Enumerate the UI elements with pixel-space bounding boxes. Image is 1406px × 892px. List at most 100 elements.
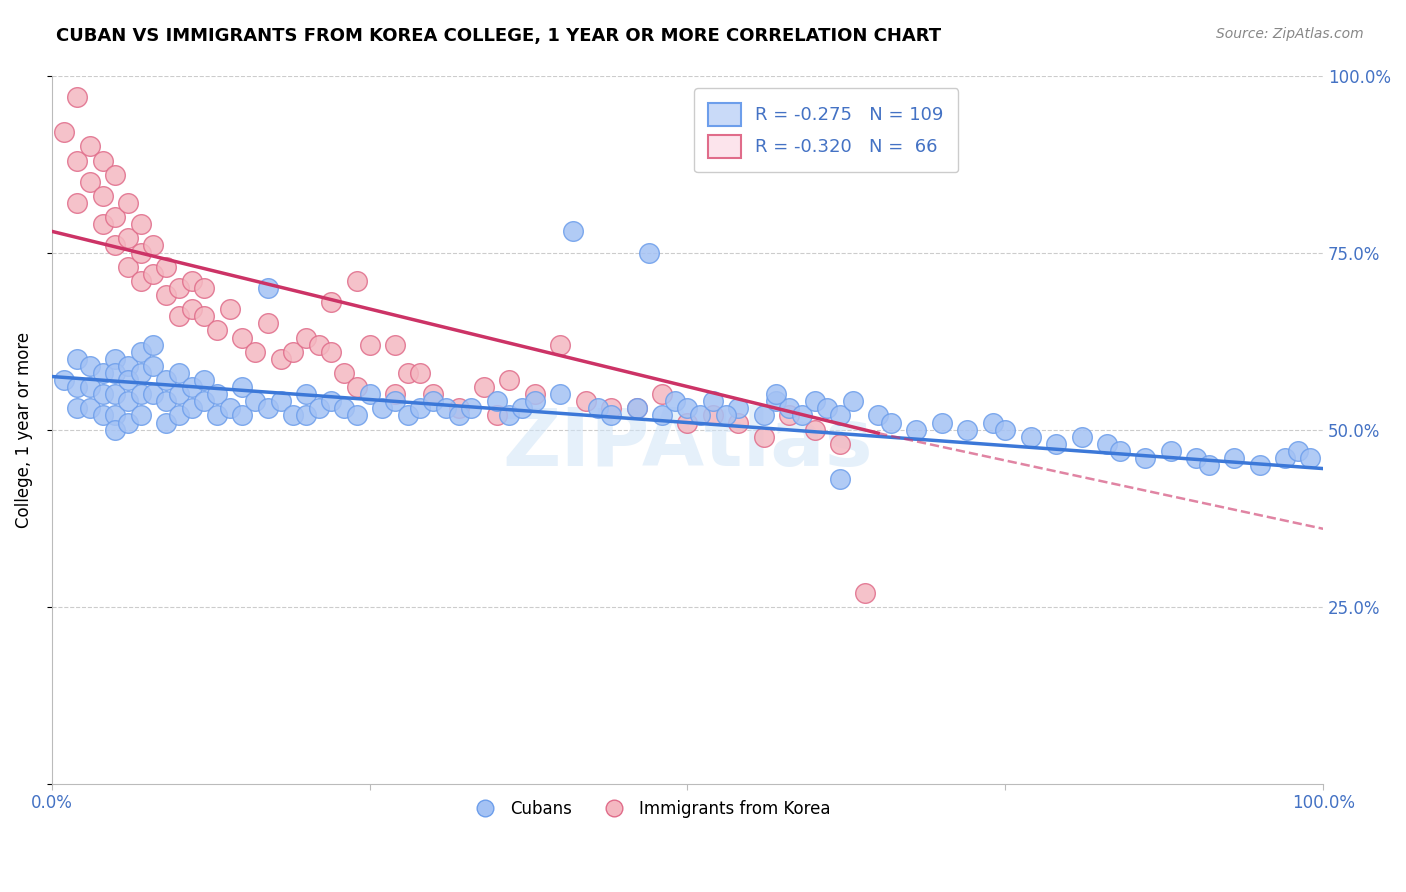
Point	[523, 387, 546, 401]
Point	[167, 387, 190, 401]
Point	[868, 409, 890, 423]
Point	[562, 224, 585, 238]
Point	[117, 394, 139, 409]
Point	[104, 423, 127, 437]
Point	[498, 373, 520, 387]
Point	[129, 366, 152, 380]
Point	[702, 394, 724, 409]
Point	[765, 394, 787, 409]
Point	[104, 238, 127, 252]
Point	[956, 423, 979, 437]
Point	[550, 337, 572, 351]
Point	[79, 380, 101, 394]
Point	[91, 409, 114, 423]
Point	[231, 409, 253, 423]
Point	[142, 267, 165, 281]
Point	[104, 366, 127, 380]
Point	[270, 351, 292, 366]
Point	[1045, 437, 1067, 451]
Point	[193, 310, 215, 324]
Point	[321, 295, 343, 310]
Point	[155, 373, 177, 387]
Point	[91, 153, 114, 168]
Point	[180, 380, 202, 394]
Point	[815, 401, 838, 416]
Point	[205, 387, 228, 401]
Point	[167, 366, 190, 380]
Point	[727, 416, 749, 430]
Point	[295, 330, 318, 344]
Y-axis label: College, 1 year or more: College, 1 year or more	[15, 332, 32, 528]
Point	[765, 387, 787, 401]
Point	[142, 337, 165, 351]
Point	[104, 168, 127, 182]
Point	[1133, 450, 1156, 465]
Point	[409, 401, 432, 416]
Point	[180, 274, 202, 288]
Point	[752, 430, 775, 444]
Point	[1070, 430, 1092, 444]
Point	[257, 401, 280, 416]
Point	[321, 394, 343, 409]
Point	[828, 472, 851, 486]
Text: CUBAN VS IMMIGRANTS FROM KOREA COLLEGE, 1 YEAR OR MORE CORRELATION CHART: CUBAN VS IMMIGRANTS FROM KOREA COLLEGE, …	[56, 27, 942, 45]
Point	[1274, 450, 1296, 465]
Point	[142, 387, 165, 401]
Point	[66, 380, 89, 394]
Point	[575, 394, 598, 409]
Point	[53, 125, 76, 139]
Point	[371, 401, 394, 416]
Point	[231, 330, 253, 344]
Point	[855, 585, 877, 599]
Point	[994, 423, 1017, 437]
Point	[117, 359, 139, 373]
Point	[117, 373, 139, 387]
Point	[676, 401, 699, 416]
Point	[752, 409, 775, 423]
Point	[129, 217, 152, 231]
Point	[308, 337, 330, 351]
Point	[193, 281, 215, 295]
Point	[155, 260, 177, 274]
Point	[142, 238, 165, 252]
Point	[91, 387, 114, 401]
Point	[180, 401, 202, 416]
Point	[66, 196, 89, 211]
Point	[1299, 450, 1322, 465]
Point	[167, 409, 190, 423]
Point	[702, 409, 724, 423]
Point	[180, 302, 202, 317]
Point	[295, 409, 318, 423]
Point	[283, 409, 305, 423]
Point	[880, 416, 903, 430]
Point	[384, 337, 406, 351]
Point	[205, 323, 228, 337]
Point	[333, 366, 356, 380]
Point	[651, 387, 673, 401]
Point	[931, 416, 953, 430]
Point	[409, 366, 432, 380]
Point	[626, 401, 648, 416]
Point	[422, 394, 444, 409]
Point	[1286, 443, 1309, 458]
Point	[243, 344, 266, 359]
Point	[79, 401, 101, 416]
Point	[193, 373, 215, 387]
Point	[117, 196, 139, 211]
Point	[91, 366, 114, 380]
Point	[803, 423, 825, 437]
Point	[155, 288, 177, 302]
Point	[66, 401, 89, 416]
Point	[129, 409, 152, 423]
Point	[155, 394, 177, 409]
Point	[231, 380, 253, 394]
Point	[243, 394, 266, 409]
Point	[104, 387, 127, 401]
Point	[447, 401, 470, 416]
Point	[396, 366, 419, 380]
Point	[79, 139, 101, 153]
Point	[129, 387, 152, 401]
Point	[550, 387, 572, 401]
Point	[828, 409, 851, 423]
Point	[485, 409, 508, 423]
